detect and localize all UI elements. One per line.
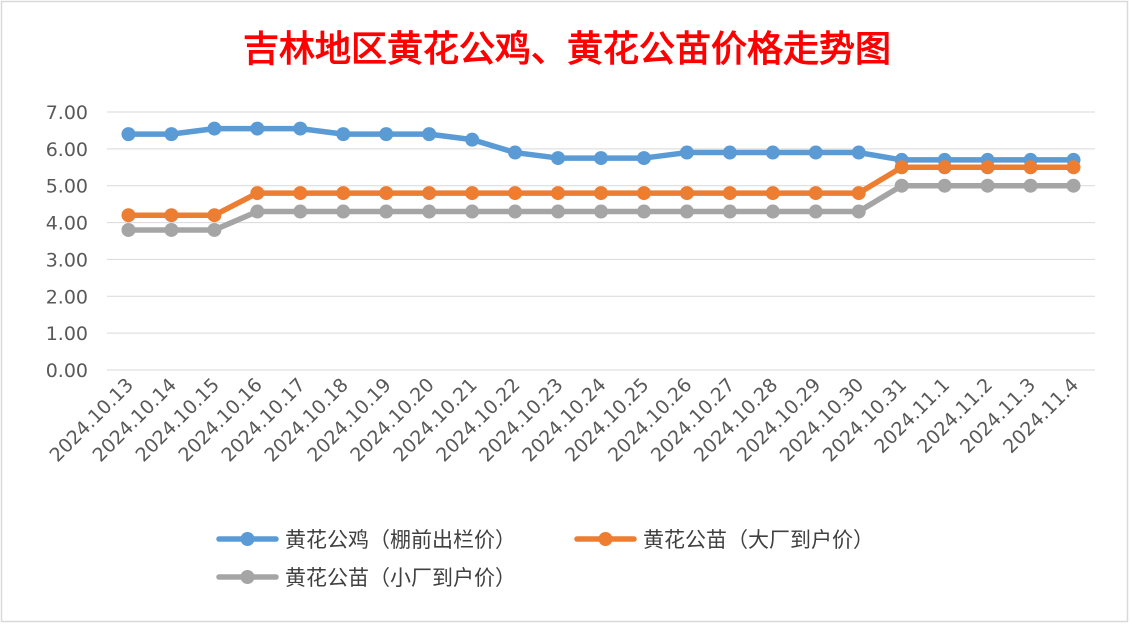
- data-point: [293, 121, 308, 136]
- data-point: [379, 204, 394, 219]
- data-point: [379, 186, 394, 201]
- data-point: [164, 208, 179, 223]
- data-point: [250, 121, 265, 136]
- data-point: [508, 145, 523, 160]
- y-axis: 0.00 1.00 2.00 3.00 4.00 5.00 6.00 7.00: [46, 102, 88, 382]
- data-point: [508, 186, 523, 201]
- data-point: [250, 204, 265, 219]
- data-point: [551, 204, 566, 219]
- data-point: [164, 222, 179, 237]
- data-point: [207, 121, 222, 136]
- legend-label: 黄花公苗（大厂到户价）: [643, 528, 874, 552]
- y-tick-label: 5.00: [46, 176, 88, 198]
- data-point: [722, 145, 737, 160]
- data-point: [164, 127, 179, 142]
- data-point: [1023, 178, 1038, 193]
- series-1: [121, 160, 1081, 223]
- data-point: [465, 186, 480, 201]
- data-point: [980, 160, 995, 175]
- data-point: [1066, 160, 1081, 175]
- data-point: [765, 145, 780, 160]
- legend-swatch-marker: [240, 532, 255, 546]
- legend: 黄花公鸡（棚前出栏价） 黄花公苗（大厂到户价） 黄花公苗（小厂到户价）: [216, 528, 874, 590]
- data-point: [636, 186, 651, 201]
- data-point: [121, 222, 136, 237]
- y-tick-label: 6.00: [46, 139, 88, 161]
- data-point: [250, 186, 265, 201]
- data-point: [121, 208, 136, 223]
- legend-item: 黄花公苗（小厂到户价）: [216, 566, 516, 590]
- data-point: [808, 186, 823, 201]
- data-point: [851, 145, 866, 160]
- legend-item: 黄花公鸡（棚前出栏价）: [216, 528, 516, 552]
- y-tick-label: 3.00: [46, 249, 88, 271]
- data-point: [1066, 178, 1081, 193]
- data-point: [722, 186, 737, 201]
- data-point: [765, 186, 780, 201]
- data-point: [808, 204, 823, 219]
- plot-area: [121, 121, 1081, 237]
- data-point: [594, 204, 608, 219]
- data-point: [937, 178, 952, 193]
- data-point: [465, 204, 480, 219]
- legend-swatch-marker: [240, 570, 255, 584]
- legend-item: 黄花公苗（大厂到户价）: [574, 528, 874, 552]
- data-point: [336, 186, 351, 201]
- legend-label: 黄花公苗（小厂到户价）: [285, 566, 516, 590]
- data-point: [894, 178, 909, 193]
- data-point: [679, 204, 694, 219]
- series-0: [121, 121, 1081, 167]
- legend-swatch-marker: [598, 532, 613, 546]
- chart-title: 吉林地区黄花公鸡、黄花公苗价格走势图: [243, 28, 891, 70]
- data-point: [594, 186, 608, 201]
- data-point: [508, 204, 523, 219]
- data-point: [293, 204, 308, 219]
- data-point: [121, 127, 136, 142]
- data-point: [207, 222, 222, 237]
- data-point: [336, 127, 351, 142]
- y-tick-label: 1.00: [46, 323, 88, 345]
- data-point: [422, 204, 437, 219]
- data-point: [679, 145, 694, 160]
- y-tick-label: 4.00: [46, 213, 88, 235]
- data-point: [551, 186, 566, 201]
- data-point: [551, 151, 566, 166]
- data-point: [722, 204, 737, 219]
- grid-layer: [107, 111, 1095, 371]
- y-tick-label: 2.00: [46, 286, 88, 308]
- data-point: [636, 151, 651, 166]
- data-point: [1023, 160, 1038, 175]
- data-point: [465, 132, 480, 147]
- data-point: [422, 127, 437, 142]
- data-point: [422, 186, 437, 201]
- series-2: [121, 178, 1081, 237]
- data-point: [636, 204, 651, 219]
- y-tick-label: 7.00: [46, 102, 88, 124]
- data-point: [808, 145, 823, 160]
- data-point: [851, 186, 866, 201]
- data-point: [679, 186, 694, 201]
- data-point: [894, 160, 909, 175]
- data-point: [336, 204, 351, 219]
- data-point: [207, 208, 222, 223]
- data-point: [937, 160, 952, 175]
- data-point: [594, 151, 608, 166]
- data-point: [379, 127, 394, 142]
- y-tick-label: 0.00: [46, 360, 88, 382]
- data-point: [980, 178, 995, 193]
- legend-label: 黄花公鸡（棚前出栏价）: [285, 528, 516, 552]
- data-point: [765, 204, 780, 219]
- data-point: [293, 186, 308, 201]
- data-point: [851, 204, 866, 219]
